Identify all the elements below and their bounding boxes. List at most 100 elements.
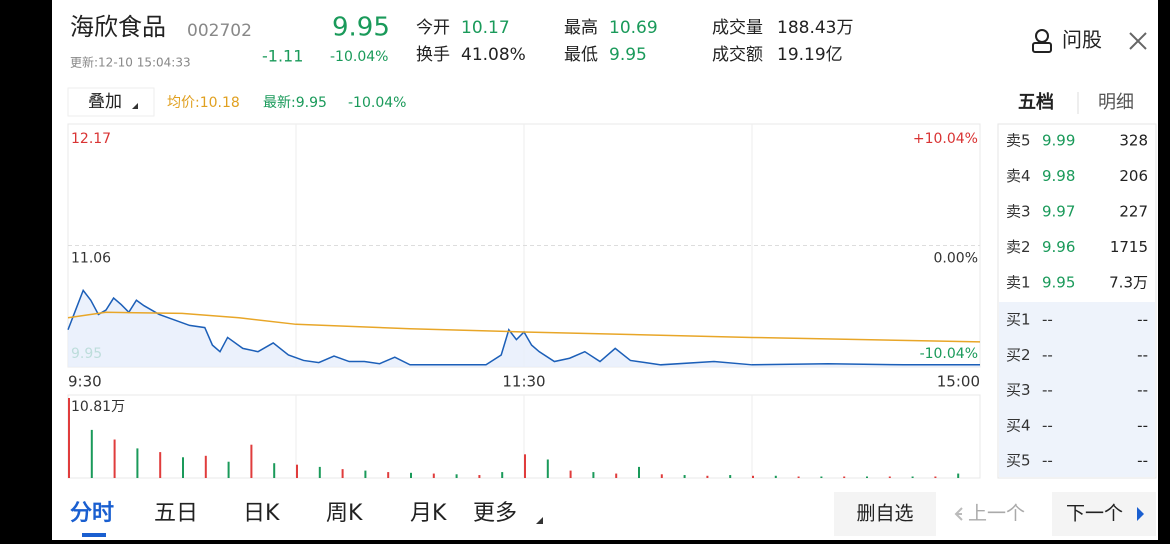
row-price: -- [1042, 416, 1053, 434]
x-tick-label: 11:30 [502, 373, 545, 391]
price-line [67, 288, 980, 366]
close-button[interactable] [1129, 32, 1147, 50]
prev-button[interactable]: 上一个 [968, 503, 1025, 525]
volume-bar [136, 448, 139, 478]
row-price: -- [1042, 381, 1053, 399]
order-rows: 卖5 9.99 328 卖4 9.98 206 卖3 9.97 227 卖2 9.96 1715 卖1 9… [1006, 132, 1148, 470]
volume-bar [455, 474, 458, 478]
overlay-button[interactable] [67, 87, 155, 117]
y-tick-label: 12.17 [71, 131, 111, 147]
volume-bar [866, 476, 868, 478]
volume-bar [569, 470, 572, 478]
stock-code: 002702 [187, 21, 252, 41]
tab[interactable]: 更多 [473, 501, 517, 526]
tab[interactable]: 周K [326, 501, 363, 526]
stat-label: 今开 [416, 18, 450, 38]
volume-bar [204, 455, 207, 478]
row-label: 卖4 [1006, 167, 1031, 185]
tab[interactable]: 分时 [70, 501, 114, 526]
stat-label: 换手 [416, 45, 450, 65]
price-area [68, 290, 980, 367]
stat-value: 188.43万 [777, 18, 853, 38]
tab[interactable]: 月K [410, 501, 447, 526]
volume-bar [638, 466, 640, 478]
volume-bar [592, 472, 595, 478]
ask-icon [1032, 42, 1052, 53]
volume-bar [524, 454, 526, 478]
y2-tick-label: 0.00% [934, 251, 978, 267]
stat-value: 9.95 [609, 45, 647, 65]
latest-price: 最新:9.95 [263, 95, 327, 111]
row-volume: -- [1137, 346, 1148, 364]
volume-bar [364, 470, 367, 478]
dropdown-icon [132, 103, 138, 109]
volume-bar [546, 459, 549, 478]
tab-five[interactable]: 五档 [1018, 91, 1054, 113]
stat-value: 19.19亿 [777, 45, 843, 65]
row-price: 9.96 [1042, 238, 1075, 256]
row-volume: 227 [1119, 203, 1148, 221]
buy-area [999, 302, 1155, 477]
row-label: 买5 [1006, 452, 1031, 470]
tab[interactable]: 五日 [154, 501, 198, 526]
volume-bar [888, 476, 891, 478]
volume-tick-label: 10.81万 [71, 399, 125, 415]
price: 9.95 [332, 13, 390, 43]
avg-price: 均价:10.18 [167, 95, 240, 111]
latest-pct: -10.04% [348, 95, 406, 111]
delete-button[interactable] [834, 492, 936, 536]
row-label: 卖2 [1006, 238, 1031, 256]
tab-detail[interactable]: 明细 [1098, 92, 1134, 113]
dropdown-icon [536, 517, 543, 524]
row-price: 9.99 [1042, 132, 1075, 150]
row-price: 9.95 [1042, 274, 1075, 292]
stat-value: 41.08% [461, 45, 526, 65]
x-tick-label: 9:30 [68, 373, 102, 391]
ask-button[interactable]: 问股 [1032, 28, 1102, 53]
volume-bar [159, 452, 162, 478]
volume-bar [318, 466, 321, 478]
volume-bar [934, 476, 937, 478]
y2-tick-label: -10.04% [920, 346, 978, 362]
volume-bar [296, 464, 298, 478]
volume-bar [227, 461, 230, 478]
row-price: -- [1042, 311, 1053, 329]
volume-bar [90, 429, 93, 478]
volume-bar [341, 469, 344, 478]
volume-bar [182, 457, 184, 478]
tab[interactable]: 日K [243, 501, 280, 526]
volume-bar [774, 475, 777, 478]
row-volume: -- [1137, 452, 1148, 470]
volume-bar [706, 475, 709, 478]
row-volume: 1715 [1110, 238, 1148, 256]
volume-bar [660, 474, 663, 478]
row-price: -- [1042, 346, 1053, 364]
volume-bar [113, 439, 116, 478]
tab-indicator [82, 533, 106, 537]
row-volume: 328 [1119, 132, 1148, 150]
next-button[interactable]: 下一个 [1066, 503, 1123, 525]
change: -1.11 [262, 47, 303, 66]
update-time: 更新:12-10 15:04:33 [70, 55, 191, 70]
volume-bar [797, 476, 800, 478]
prev-icon [954, 507, 963, 521]
stat-label: 成交额 [712, 45, 763, 65]
volume-bar [478, 475, 481, 478]
volume-bar [432, 473, 435, 478]
row-volume: 206 [1119, 167, 1148, 185]
stat-label: 成交量 [712, 18, 763, 38]
volume-bar [387, 472, 390, 478]
stock-name: 海欣食品 [70, 13, 166, 41]
volume-bar [273, 463, 276, 478]
stat-label: 最高 [564, 18, 598, 38]
y-tick-label: 11.06 [71, 251, 111, 267]
delete-label: 删自选 [856, 503, 913, 525]
row-volume: -- [1137, 311, 1148, 329]
bottom-tabs: 分时 五日 日K 周K 月K 更多 [70, 501, 543, 537]
row-volume: -- [1137, 381, 1148, 399]
volume-bar [68, 398, 70, 478]
row-label: 买4 [1006, 416, 1031, 434]
row-label: 买1 [1006, 311, 1031, 329]
row-label: 卖3 [1006, 203, 1031, 221]
